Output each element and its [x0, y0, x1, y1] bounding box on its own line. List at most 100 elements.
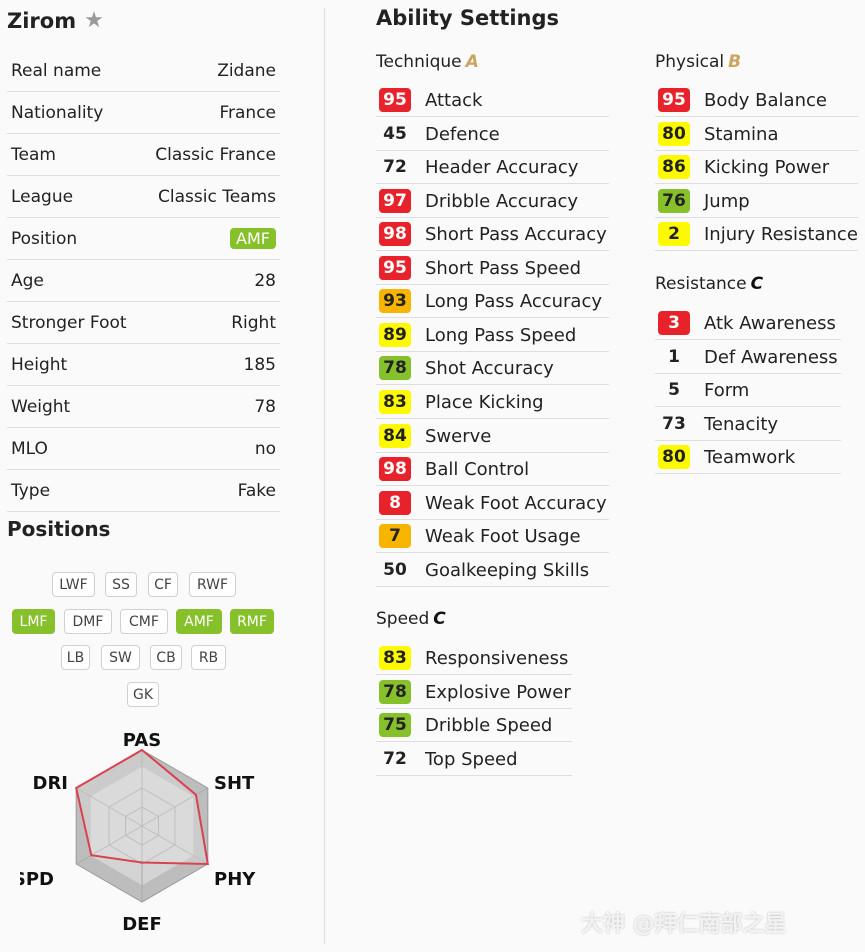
stat-row: 50 Goalkeeping Skills	[376, 554, 609, 587]
position-chip[interactable]: CMF	[120, 609, 168, 634]
stat-value-badge: 80	[658, 122, 690, 146]
position-chip[interactable]: RWF	[189, 572, 236, 597]
stat-value-badge: 8	[379, 491, 411, 515]
stat-row: 97 Dribble Accuracy	[376, 185, 609, 218]
stat-label: Long Pass Speed	[425, 324, 577, 346]
radar-value-polygon	[75, 748, 210, 866]
stat-value-badge: 1	[668, 347, 680, 367]
info-row: Stronger Foot Right	[7, 302, 280, 344]
stat-row: 73 Tenacity	[655, 408, 841, 441]
stat-label: Form	[704, 379, 750, 401]
stat-row: 80 Stamina	[655, 118, 858, 151]
stat-row: 78 Shot Accuracy	[376, 352, 609, 385]
stat-value-badge: 76	[658, 189, 690, 213]
position-chip[interactable]: CB	[150, 645, 182, 670]
stat-row: 95 Short Pass Speed	[376, 252, 609, 285]
ability-group-title: Physical B	[655, 52, 741, 72]
stat-row: 98 Short Pass Accuracy	[376, 218, 609, 251]
stat-row: 1 Def Awareness	[655, 341, 841, 374]
info-label: Height	[11, 354, 68, 375]
group-grade: B	[728, 52, 742, 72]
abilities-title: Ability Settings	[376, 6, 560, 30]
group-grade: C	[433, 609, 446, 629]
stat-label: Swerve	[425, 425, 492, 447]
stat-row: 2 Injury Resistance	[655, 218, 858, 251]
position-chip[interactable]: RMF	[230, 609, 274, 634]
info-value: Classic France	[155, 144, 276, 165]
position-chip[interactable]: LB	[61, 645, 90, 670]
positions-title: Positions	[7, 517, 111, 541]
radar-axis-label: PHY	[214, 869, 256, 890]
info-label: Team	[11, 144, 56, 165]
radar-axis-line	[75, 787, 143, 827]
stat-value-badge: 84	[379, 424, 411, 448]
info-label: Age	[11, 270, 44, 291]
stat-label: Body Balance	[704, 89, 827, 111]
stat-label: Injury Resistance	[704, 223, 858, 245]
stat-row: 98 Ball Control	[376, 453, 609, 486]
stat-row: 83 Place Kicking	[376, 386, 609, 419]
stat-label: Short Pass Speed	[425, 257, 582, 279]
position-chip[interactable]: RB	[191, 645, 226, 670]
position-chip[interactable]: SS	[105, 572, 137, 597]
stat-label: Ball Control	[425, 458, 530, 480]
info-row: Real name Zidane	[7, 50, 280, 92]
position-chip[interactable]: SW	[101, 645, 140, 670]
info-row: Type Fake	[7, 470, 280, 512]
stat-label: Long Pass Accuracy	[425, 290, 603, 312]
player-info-table: Real name Zidane Nationality France Team Clas…	[7, 50, 280, 512]
player-name: Zirom	[7, 9, 77, 33]
stat-row: 7 Weak Foot Usage	[376, 520, 609, 553]
position-chip[interactable]: AMF	[176, 609, 222, 634]
position-chip[interactable]: CF	[148, 572, 178, 597]
radar-chart: PAS SHT PHY DEF SPD DRI	[20, 730, 256, 935]
stat-value-badge: 86	[658, 155, 690, 179]
info-label: Weight	[11, 396, 71, 417]
stat-label: Responsiveness	[425, 647, 569, 669]
info-row: Weight 78	[7, 386, 280, 428]
stat-label: Top Speed	[425, 748, 518, 770]
stat-value-badge: 45	[383, 124, 407, 144]
ability-group-title: Resistance C	[655, 274, 763, 294]
info-row: Nationality France	[7, 92, 280, 134]
radar-axis-label: PAS	[123, 730, 161, 751]
position-chip[interactable]: DMF	[64, 609, 112, 634]
stat-label: Place Kicking	[425, 391, 544, 413]
stat-label: Dribble Accuracy	[425, 190, 579, 212]
stat-value-badge: 83	[379, 390, 411, 414]
group-name: Speed	[376, 609, 430, 629]
stat-label: Atk Awareness	[704, 312, 836, 334]
info-label: Stronger Foot	[11, 312, 127, 333]
stat-value-badge: 95	[379, 88, 411, 112]
ability-group-title: Technique A	[376, 52, 479, 72]
info-label: Nationality	[11, 102, 104, 123]
stat-value-badge: 95	[658, 88, 690, 112]
position-chip[interactable]: LWF	[52, 572, 95, 597]
info-value: 185	[243, 354, 276, 375]
stat-label: Weak Foot Accuracy	[425, 492, 607, 514]
position-chip[interactable]: LMF	[12, 609, 55, 634]
info-value: Zidane	[217, 60, 276, 81]
stat-label: Explosive Power	[425, 681, 571, 703]
stat-row: 95 Attack	[376, 84, 609, 117]
stat-value-badge: 83	[379, 646, 411, 670]
stat-value-badge: 78	[379, 356, 411, 380]
stat-label: Jump	[704, 190, 750, 212]
stat-label: Shot Accuracy	[425, 357, 554, 379]
player-panel: Zirom ★ Real name Zidane Nationality France…	[0, 0, 290, 952]
stat-row: 95 Body Balance	[655, 84, 858, 117]
stat-value-badge: 75	[379, 713, 411, 737]
stat-label: Kicking Power	[704, 156, 830, 178]
stat-value-badge: 98	[379, 222, 411, 246]
group-name: Technique	[376, 52, 462, 72]
group-name: Physical	[655, 52, 725, 72]
stat-value-badge: 73	[662, 414, 686, 434]
group-grade: C	[750, 274, 764, 294]
stat-row: 86 Kicking Power	[655, 151, 858, 184]
position-chip[interactable]: GK	[127, 682, 159, 707]
stat-row: 72 Header Accuracy	[376, 151, 609, 184]
info-value: Fake	[237, 480, 276, 501]
stat-row: 76 Jump	[655, 185, 858, 218]
star-icon[interactable]: ★	[84, 8, 104, 33]
stat-value-badge: 80	[658, 445, 690, 469]
